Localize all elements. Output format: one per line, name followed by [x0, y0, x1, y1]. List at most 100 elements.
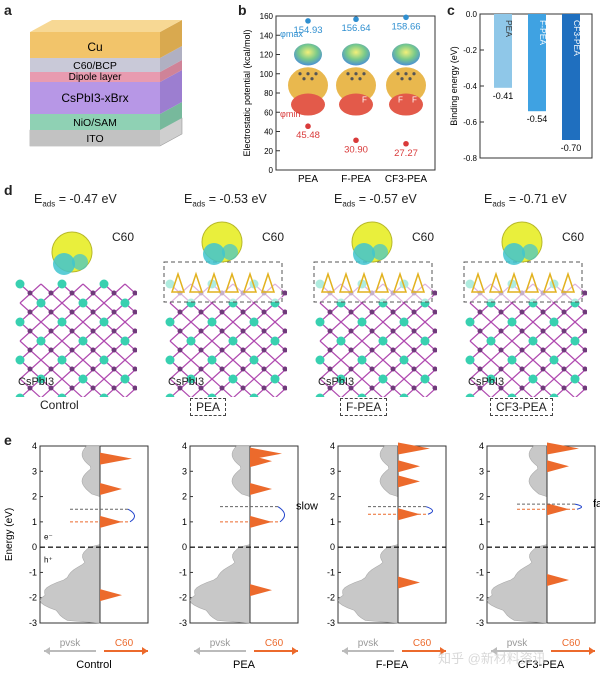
- category-label-b: F-PEA: [341, 174, 371, 185]
- structure-name: CF3-PEA: [490, 398, 553, 416]
- bar-category-label: F-PEA: [538, 20, 548, 45]
- ytick-label-b: 140: [260, 31, 274, 40]
- ytick-label-b: 160: [260, 12, 274, 21]
- ytick-label-e: -2: [327, 593, 335, 603]
- bar-pea: [494, 14, 512, 88]
- ytick-label-e: 0: [32, 542, 37, 552]
- ytick-label-c: -0.2: [463, 46, 477, 55]
- panel-label-e: e: [4, 432, 12, 448]
- dipole-layer-box: [463, 261, 583, 303]
- perovskite-label: CsPbI3: [468, 376, 505, 388]
- ytick-label-e: 1: [32, 517, 37, 527]
- panel-label-d: d: [4, 182, 13, 198]
- category-label-b: PEA: [298, 174, 318, 185]
- perovskite-label: CsPbI3: [18, 376, 55, 388]
- esp-molecule-0: [288, 43, 328, 116]
- ytick-label-b: 0: [269, 166, 274, 175]
- layer-cu-top: [30, 20, 182, 32]
- ylabel-e: Energy (eV): [4, 508, 15, 561]
- c60-peak: [398, 460, 420, 473]
- transfer-arrow: [127, 508, 135, 523]
- eads-value: Eads = -0.71 eV: [484, 192, 567, 209]
- structure-model: [313, 221, 437, 397]
- ytick-label-e: 1: [330, 517, 335, 527]
- c60-axis-label: C60: [265, 638, 284, 649]
- data-label-b: 30.90: [344, 144, 368, 155]
- c60-peak: [250, 482, 272, 495]
- c60-peak: [547, 574, 569, 587]
- bar-value-label: -0.41: [493, 91, 514, 101]
- hole-label: h⁺: [44, 555, 53, 564]
- bar-category-label: PEA: [504, 20, 514, 37]
- pvsk-dos: [486, 445, 548, 624]
- point-phimin: [305, 123, 311, 130]
- c60-label: C60: [562, 230, 585, 244]
- ytick-label-b: 100: [260, 70, 274, 79]
- ytick-label-e: 4: [182, 441, 187, 451]
- ytick-label-e: -3: [476, 618, 484, 628]
- c60-label: C60: [112, 230, 135, 244]
- panel-label-c: c: [447, 2, 455, 18]
- structure-name: Control: [40, 398, 79, 412]
- ytick-label-e: -3: [327, 618, 335, 628]
- bar-category-label: CF3-PEA: [572, 20, 582, 56]
- category-label-b: CF3-PEA: [385, 174, 428, 185]
- perovskite-label: CsPbI3: [168, 376, 205, 388]
- ytick-label-e: 0: [330, 542, 335, 552]
- c60-label: C60: [262, 230, 285, 244]
- point-phimin: [353, 137, 359, 144]
- adsorption-structures: Eads = -0.47 eV C60 CsPbI3 Control Eads = -0…: [0, 188, 600, 423]
- c60-axis-label: C60: [562, 638, 581, 649]
- point-phimin: [403, 140, 409, 147]
- c60-peak: [250, 584, 272, 597]
- panel-label-a: a: [4, 2, 12, 18]
- pvsk-label: pvsk: [358, 638, 380, 649]
- ytick-label-e: -2: [179, 593, 187, 603]
- esp-molecule-1: [336, 43, 376, 116]
- ytick-label-e: -1: [29, 567, 37, 577]
- dipole-layer-box: [313, 261, 433, 303]
- layer-cu-front: [30, 32, 160, 58]
- layer-dipole-front: [30, 72, 160, 82]
- layer-nio-side: [160, 102, 182, 130]
- watermark: 知乎 @新材料资讯: [438, 651, 546, 666]
- data-label-b: 27.27: [394, 148, 418, 159]
- ytick-label-e: 4: [479, 441, 484, 451]
- layer-c60-front: [30, 58, 160, 72]
- c60-peak: [250, 447, 282, 460]
- structure-model: [15, 231, 137, 397]
- ytick-label-e: 1: [479, 517, 484, 527]
- fluoro-label: F: [412, 96, 417, 105]
- ytick-label-e: -2: [29, 593, 37, 603]
- point-phimax: [403, 14, 409, 21]
- ytick-label-c: -0.8: [463, 154, 477, 163]
- data-label-b: 45.48: [296, 130, 320, 141]
- layer-dipole-side: [160, 60, 182, 82]
- ytick-label-b: 80: [264, 89, 273, 98]
- layer-label-cu: Cu: [87, 40, 102, 54]
- ytick-label-e: 3: [182, 466, 187, 476]
- layer-label-dipole: Dipole layer: [69, 72, 122, 83]
- eads-value: Eads = -0.47 eV: [34, 192, 117, 209]
- layer-label-ito: ITO: [86, 133, 103, 145]
- c60-peak: [547, 460, 569, 473]
- data-label-b: 156.64: [341, 23, 370, 34]
- ytick-label-e: 2: [32, 492, 37, 502]
- ytick-label-e: -2: [476, 593, 484, 603]
- data-label-b: 154.93: [293, 25, 322, 36]
- c60-axis-label: C60: [115, 638, 134, 649]
- ytick-label-e: 4: [330, 441, 335, 451]
- ytick-label-b: 20: [264, 147, 273, 156]
- layer-perov-side: [160, 70, 182, 114]
- esp-molecule-2: [386, 43, 426, 116]
- ytick-label-e: -3: [29, 618, 37, 628]
- layer-c60-side: [160, 46, 182, 72]
- c60-peak: [398, 442, 430, 455]
- ytick-label-e: 4: [32, 441, 37, 451]
- structure-model: [163, 221, 287, 397]
- bar-value-label: -0.54: [527, 114, 548, 124]
- transfer-note: fast: [593, 498, 600, 510]
- binding-energy-chart: 0.0 -0.2 -0.4 -0.6 -0.8 Binding energy (eV) -0…: [449, 10, 593, 163]
- layer-nio-front: [30, 114, 160, 130]
- electrostatic-potential-chart: 0 20 40 60 80 100 120 140 160 Electrostatic poten…: [242, 12, 436, 185]
